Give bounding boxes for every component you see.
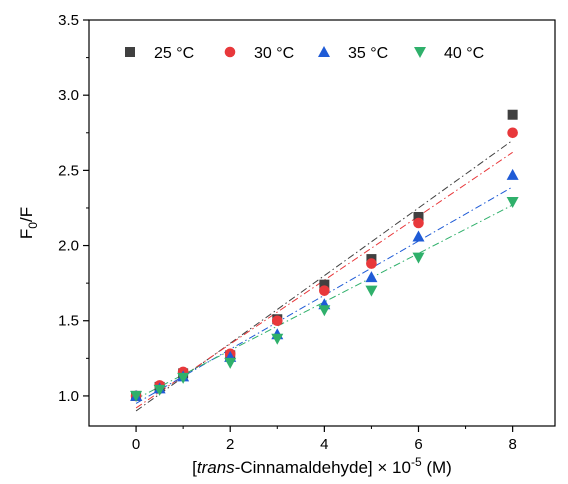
y-tick-label: 2.0 — [58, 238, 79, 255]
x-tick-label: 6 — [414, 436, 422, 453]
x-tick-label: 8 — [508, 436, 516, 453]
data-points — [130, 109, 519, 402]
legend: 25 °C 30 °C 35 °C 40 °C — [125, 45, 484, 62]
y-title-part-3: /F — [17, 207, 36, 222]
legend-marker — [318, 46, 330, 57]
data-point — [130, 390, 143, 402]
data-point — [177, 372, 190, 384]
x-title-exponent: -5 — [411, 455, 422, 469]
data-point — [413, 211, 424, 222]
y-tick-label: 3.0 — [58, 87, 79, 104]
legend-label: 40 °C — [444, 45, 484, 62]
data-point — [412, 230, 425, 242]
x-tick-label: 0 — [132, 436, 140, 453]
data-point — [271, 315, 283, 327]
y-tick-label: 1.0 — [58, 388, 79, 405]
data-point — [366, 258, 377, 269]
x-tick-label: 4 — [320, 436, 328, 453]
x-tick-label: 2 — [226, 436, 234, 453]
fit-line — [135, 204, 513, 400]
legend-label: 35 °C — [348, 45, 388, 62]
y-axis: 1.0 1.5 2.0 2.5 3.0 3.5 — [58, 12, 89, 405]
legend-label: 30 °C — [254, 45, 294, 62]
data-point — [507, 127, 518, 139]
data-point — [319, 279, 330, 290]
y-tick-label: 1.5 — [58, 313, 79, 330]
data-point — [271, 333, 284, 345]
data-point — [412, 252, 425, 264]
fit-lines — [135, 139, 513, 412]
x-title-part-1: [ — [192, 458, 197, 477]
x-axis: 0 2 4 6 8 — [132, 426, 517, 453]
legend-marker — [414, 47, 426, 58]
data-point — [224, 357, 237, 369]
data-point — [365, 271, 378, 283]
data-point — [319, 285, 330, 296]
y-tick-label: 3.5 — [58, 12, 79, 29]
x-title-unit: (M) — [422, 458, 452, 477]
plot-frame — [88, 19, 556, 427]
x-axis-title: [trans-Cinnamaldehyde] × 10-5 (M) — [192, 455, 452, 477]
y-tick-label: 2.5 — [58, 162, 79, 179]
y-axis-title: F0/F — [17, 207, 40, 239]
data-point — [318, 305, 331, 317]
data-point — [506, 196, 519, 208]
y-title-part-1: F — [17, 229, 36, 239]
y-title-subscript: 0 — [26, 222, 40, 229]
x-title-part-2: trans — [197, 458, 235, 477]
legend-label: 25 °C — [154, 45, 194, 62]
data-point — [507, 109, 518, 120]
x-title-part-3: -Cinnamaldehyde] × 10 — [235, 458, 411, 477]
legend-marker — [125, 47, 135, 57]
data-point — [365, 285, 378, 297]
legend-marker — [224, 46, 236, 58]
data-point — [153, 384, 166, 396]
data-point — [413, 217, 424, 229]
data-point — [506, 168, 519, 180]
